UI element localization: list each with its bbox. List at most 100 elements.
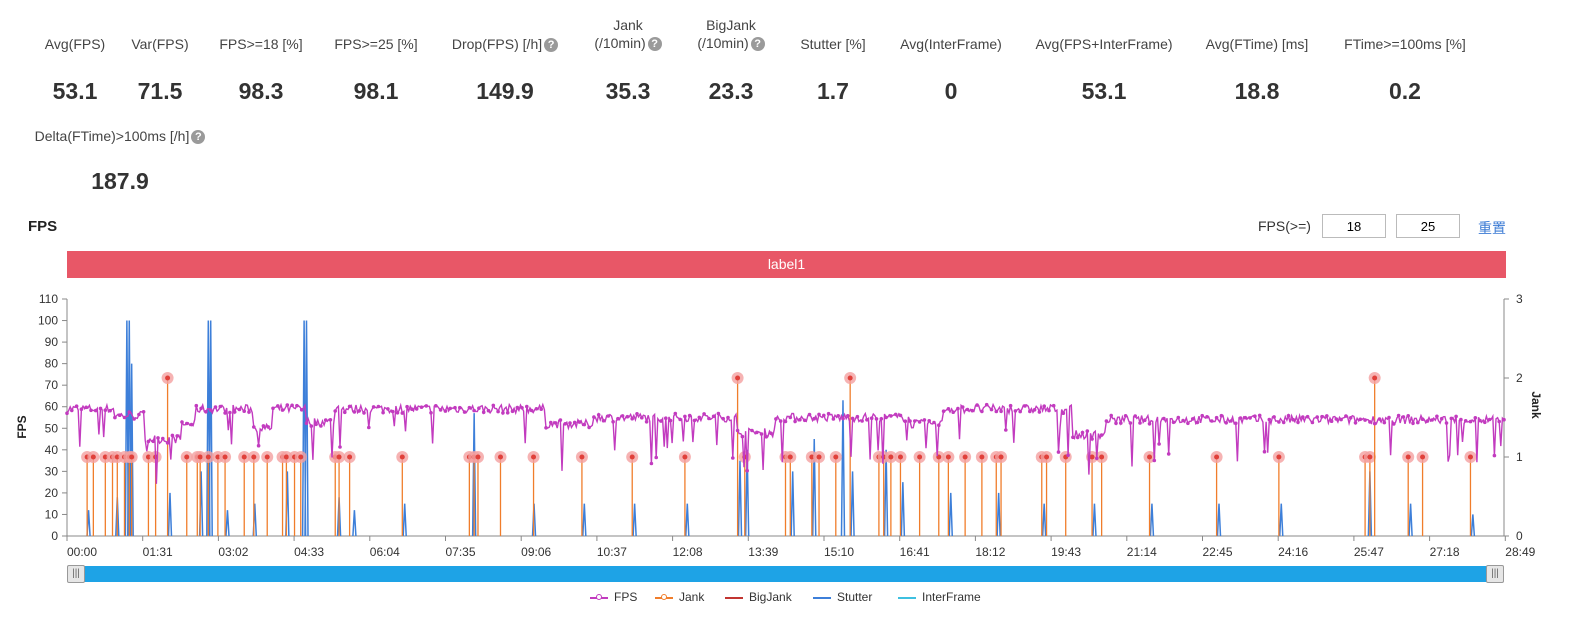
help-icon[interactable]: ? (647, 37, 662, 52)
fps-point (1420, 417, 1425, 421)
fps-point (812, 416, 816, 421)
stutter-spike (304, 320, 309, 537)
stutter-spike (582, 503, 587, 537)
stat-item: Stutter [%] 1.7 (758, 35, 908, 104)
fps-point (1468, 419, 1473, 424)
fps-point (1435, 414, 1439, 419)
fps-point (1157, 442, 1161, 446)
stutter-spike (1279, 503, 1284, 537)
fps-point (984, 402, 989, 407)
jank-marker (531, 454, 537, 460)
jank-marker (222, 454, 228, 460)
stutter-spike (744, 449, 750, 537)
stat-label: FTime>=100ms [%] (1330, 35, 1480, 53)
fps-point (529, 408, 534, 413)
stat-value: 35.3 (605, 78, 651, 104)
fps-point (1267, 417, 1272, 422)
legend-item-interframe[interactable]: InterFrame (898, 590, 981, 604)
jank-marker (251, 454, 257, 460)
fps-threshold-low-input[interactable] (1322, 214, 1386, 238)
timeline-scrollbar[interactable]: ||| ||| (67, 565, 1504, 583)
legend-swatch (813, 596, 831, 599)
jank-marker (90, 454, 96, 460)
fps-point (481, 410, 486, 414)
fps-point (1171, 420, 1176, 425)
legend-item-stutter[interactable]: Stutter (813, 590, 872, 604)
fps-point (434, 404, 438, 408)
fps-point (980, 409, 984, 414)
fps-point (458, 405, 462, 410)
stat-value: 187.9 (91, 168, 149, 194)
x-tick-label: 06:04 (370, 545, 400, 559)
fps-point (486, 408, 491, 413)
help-icon[interactable]: ? (750, 37, 765, 52)
legend-item-bigjank[interactable]: BigJank (725, 590, 792, 604)
fps-point (1492, 453, 1497, 458)
fps-point (893, 412, 898, 417)
jank-marker (165, 375, 171, 381)
x-tick-label: 01:31 (143, 545, 173, 559)
fps-point (170, 433, 175, 438)
fps-point (965, 407, 970, 412)
fps-point (1325, 414, 1329, 418)
fps-point (1028, 409, 1032, 414)
stat-value: 53.1 (1081, 78, 1127, 104)
fps-point (525, 404, 529, 409)
legend-swatch (898, 596, 916, 599)
scrollbar-left-handle[interactable]: ||| (67, 565, 85, 583)
legend-item-jank[interactable]: Jank (655, 590, 704, 604)
fps-point (1234, 421, 1238, 426)
fps-point (347, 404, 352, 409)
scrollbar-right-handle[interactable]: ||| (1486, 565, 1504, 583)
fps-point (908, 419, 912, 423)
legend-item-fps[interactable]: FPS (590, 590, 637, 604)
stat-value: 23.3 (708, 78, 754, 104)
fps-point (534, 407, 539, 411)
fps-point (1291, 417, 1295, 422)
fps-point (1008, 403, 1013, 408)
fps-point (1368, 420, 1372, 424)
fps-point (141, 410, 146, 414)
x-tick-label: 27:18 (1430, 545, 1460, 559)
fps-point (826, 411, 831, 416)
x-tick-label: 25:47 (1354, 545, 1384, 559)
fps-point (755, 430, 759, 435)
fps-point (1296, 420, 1300, 425)
fps-point (644, 420, 649, 424)
help-icon[interactable]: ? (191, 130, 206, 145)
jank-marker (215, 454, 221, 460)
reset-button[interactable]: 重置 (1478, 220, 1506, 236)
stutter-spike (685, 503, 690, 537)
stutter-spike (840, 400, 846, 537)
fps-point (582, 422, 587, 427)
stat-label: BigJank (/10min)? (656, 16, 806, 52)
fps-point (395, 411, 400, 415)
fps-point (367, 425, 371, 430)
fps-point (175, 434, 179, 438)
fps-point (702, 412, 706, 416)
stat-label-text: Stutter [%] (800, 36, 866, 52)
jank-marker (1420, 454, 1426, 460)
fps-point (592, 415, 596, 419)
fps-point (424, 404, 429, 408)
stutter-spike (471, 413, 477, 537)
y-tick-label: 70 (45, 378, 59, 392)
fps-threshold-high-input[interactable] (1396, 214, 1460, 238)
stutter-spike (1092, 503, 1097, 537)
fps-point (1090, 437, 1094, 441)
fps-point (1190, 417, 1195, 421)
fps-point (846, 414, 850, 418)
legend-label: Stutter (837, 590, 873, 604)
stutter-spike (900, 482, 906, 537)
fps-point (937, 423, 941, 427)
fps-point (831, 417, 836, 421)
jank-marker (629, 454, 635, 460)
stat-label-text: Var(FPS) (131, 36, 189, 52)
help-icon[interactable]: ? (544, 38, 559, 53)
fps-point (941, 409, 946, 413)
fps-point (1214, 415, 1219, 420)
jank-marker (816, 454, 822, 460)
fps-point (237, 407, 242, 412)
label-bar[interactable]: label1 (67, 251, 1506, 278)
fps-point (98, 406, 103, 411)
